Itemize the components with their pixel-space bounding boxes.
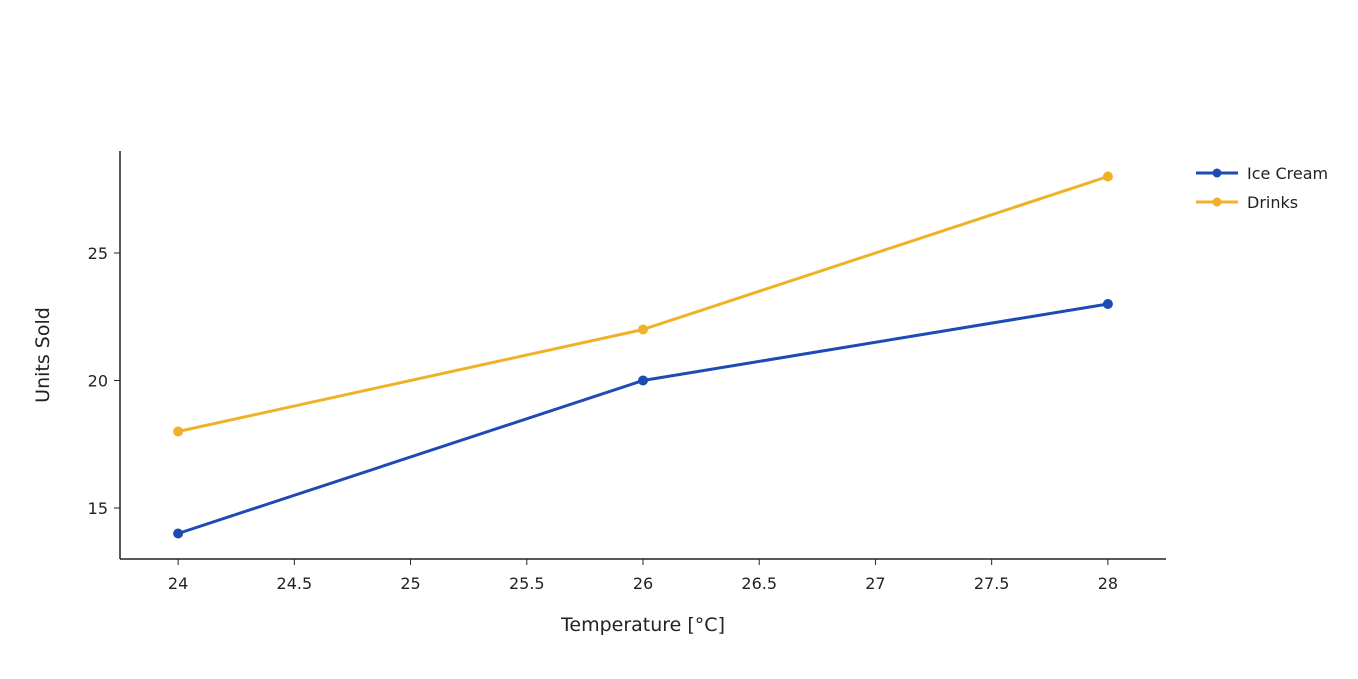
legend-marker-swatch: [1212, 197, 1222, 207]
data-point[interactable]: [1102, 299, 1113, 309]
y-axis-title: Units Sold: [32, 307, 54, 403]
legend-item-ice-cream[interactable]: Ice Cream: [1196, 164, 1328, 183]
y-tick-label: 20: [88, 372, 108, 391]
legend-label: Ice Cream: [1247, 164, 1328, 183]
data-point[interactable]: [638, 375, 648, 386]
data-point[interactable]: [638, 324, 648, 335]
x-tick-label: 24.5: [277, 574, 313, 593]
y-tick-label: 25: [88, 244, 108, 263]
x-tick-label: 25.5: [509, 574, 545, 593]
legend-item-drinks[interactable]: Drinks: [1196, 193, 1298, 212]
legend[interactable]: Ice Cream Drinks: [1196, 164, 1328, 212]
x-ticks: 24 24.5 25 25.5 26 26.5 27 27.5 28: [168, 559, 1118, 593]
x-tick-label: 27.5: [974, 574, 1010, 593]
x-tick-label: 24: [168, 574, 188, 593]
series-line-ice-cream[interactable]: [177, 302, 1109, 535]
y-tick-label: 15: [88, 499, 108, 518]
data-point[interactable]: [173, 528, 184, 539]
series-line-drinks[interactable]: [177, 175, 1109, 433]
y-ticks: 15 20 25: [88, 244, 120, 518]
series-layer: [173, 171, 1113, 539]
legend-marker-swatch: [1212, 168, 1222, 178]
legend-label: Drinks: [1247, 193, 1298, 212]
x-tick-label: 26: [633, 574, 653, 593]
data-point[interactable]: [1102, 171, 1113, 182]
x-tick-label: 27: [865, 574, 885, 593]
x-axis-title: Temperature [°C]: [560, 614, 725, 636]
x-tick-label: 28: [1098, 574, 1118, 593]
x-tick-label: 25: [400, 574, 420, 593]
data-point[interactable]: [173, 426, 184, 437]
x-tick-label: 26.5: [741, 574, 777, 593]
axes: [119, 151, 1166, 560]
